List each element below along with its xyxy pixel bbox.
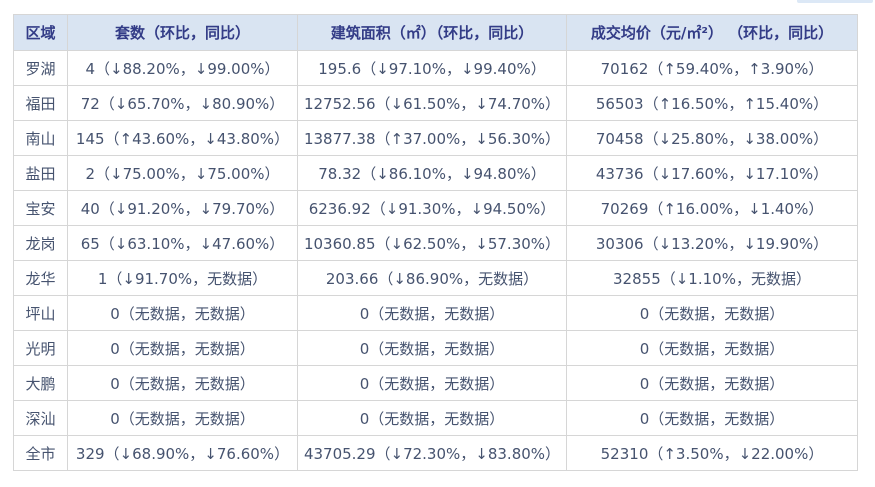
cell-area: 13877.38（↑37.00%，↓56.30%） (297, 120, 567, 156)
table-row: 大鹏 0（无数据，无数据） 0（无数据，无数据） 0（无数据，无数据） (13, 365, 858, 401)
cell-region: 罗湖 (13, 50, 68, 86)
housing-stats-table: 区域 套数（环比，同比） 建筑面积（㎡）（环比，同比） 成交均价（元/㎡²） （… (13, 14, 858, 471)
table-row: 光明 0（无数据，无数据） 0（无数据，无数据） 0（无数据，无数据） (13, 330, 858, 366)
cell-units: 2（↓75.00%，↓75.00%） (67, 155, 298, 191)
top-right-partial-element (797, 0, 873, 3)
cell-area: 43705.29（↓72.30%，↓83.80%） (297, 435, 567, 471)
cell-area: 0（无数据，无数据） (297, 295, 567, 331)
cell-price: 0（无数据，无数据） (566, 330, 858, 366)
cell-area: 203.66（↓86.90%，无数据） (297, 260, 567, 296)
cell-region: 坪山 (13, 295, 68, 331)
column-header-region: 区域 (13, 14, 68, 51)
cell-area: 195.6（↓97.10%，↓99.40%） (297, 50, 567, 86)
table-row: 龙华 1（↓91.70%，无数据） 203.66（↓86.90%，无数据） 32… (13, 260, 858, 296)
table-row: 罗湖 4（↓88.20%，↓99.00%） 195.6（↓97.10%，↓99.… (13, 50, 858, 86)
column-header-units: 套数（环比，同比） (67, 14, 298, 51)
cell-area: 12752.56（↓61.50%，↓74.70%） (297, 85, 567, 121)
cell-price: 32855（↓1.10%，无数据） (566, 260, 858, 296)
cell-area: 0（无数据，无数据） (297, 365, 567, 401)
table-row: 深汕 0（无数据，无数据） 0（无数据，无数据） 0（无数据，无数据） (13, 400, 858, 436)
cell-units: 0（无数据，无数据） (67, 365, 298, 401)
cell-units: 72（↓65.70%，↓80.90%） (67, 85, 298, 121)
cell-price: 70458（↓25.80%，↓38.00%） (566, 120, 858, 156)
table-row: 全市 329（↓68.90%，↓76.60%） 43705.29（↓72.30%… (13, 435, 858, 471)
cell-units: 65（↓63.10%，↓47.60%） (67, 225, 298, 261)
cell-region: 福田 (13, 85, 68, 121)
header-row: 区域 套数（环比，同比） 建筑面积（㎡）（环比，同比） 成交均价（元/㎡²） （… (13, 14, 858, 51)
cell-units: 1（↓91.70%，无数据） (67, 260, 298, 296)
cell-units: 145（↑43.60%，↓43.80%） (67, 120, 298, 156)
table-row: 南山 145（↑43.60%，↓43.80%） 13877.38（↑37.00%… (13, 120, 858, 156)
cell-region: 龙岗 (13, 225, 68, 261)
table-row: 福田 72（↓65.70%，↓80.90%） 12752.56（↓61.50%，… (13, 85, 858, 121)
cell-region: 盐田 (13, 155, 68, 191)
cell-region: 光明 (13, 330, 68, 366)
cell-region: 龙华 (13, 260, 68, 296)
cell-area: 0（无数据，无数据） (297, 400, 567, 436)
column-header-area: 建筑面积（㎡）（环比，同比） (297, 14, 567, 51)
cell-price: 43736（↓17.60%，↓17.10%） (566, 155, 858, 191)
cell-price: 70162（↑59.40%，↑3.90%） (566, 50, 858, 86)
table-body: 罗湖 4（↓88.20%，↓99.00%） 195.6（↓97.10%，↓99.… (13, 50, 858, 471)
table-row: 龙岗 65（↓63.10%，↓47.60%） 10360.85（↓62.50%，… (13, 225, 858, 261)
cell-price: 0（无数据，无数据） (566, 400, 858, 436)
cell-units: 40（↓91.20%，↓79.70%） (67, 190, 298, 226)
housing-stats-table-container: 区域 套数（环比，同比） 建筑面积（㎡）（环比，同比） 成交均价（元/㎡²） （… (13, 14, 858, 471)
cell-region: 全市 (13, 435, 68, 471)
cell-area: 10360.85（↓62.50%，↓57.30%） (297, 225, 567, 261)
cell-price: 0（无数据，无数据） (566, 365, 858, 401)
cell-price: 56503（↑16.50%，↑15.40%） (566, 85, 858, 121)
cell-units: 329（↓68.90%，↓76.60%） (67, 435, 298, 471)
cell-price: 52310（↑3.50%，↓22.00%） (566, 435, 858, 471)
cell-price: 0（无数据，无数据） (566, 295, 858, 331)
table-row: 盐田 2（↓75.00%，↓75.00%） 78.32（↓86.10%，↓94.… (13, 155, 858, 191)
cell-units: 0（无数据，无数据） (67, 330, 298, 366)
cell-units: 0（无数据，无数据） (67, 400, 298, 436)
cell-area: 78.32（↓86.10%，↓94.80%） (297, 155, 567, 191)
column-header-price: 成交均价（元/㎡²） （环比，同比） (566, 14, 858, 51)
cell-units: 4（↓88.20%，↓99.00%） (67, 50, 298, 86)
cell-region: 大鹏 (13, 365, 68, 401)
table-header: 区域 套数（环比，同比） 建筑面积（㎡）（环比，同比） 成交均价（元/㎡²） （… (13, 14, 858, 51)
cell-price: 70269（↑16.00%，↓1.40%） (566, 190, 858, 226)
cell-area: 6236.92（↓91.30%，↓94.50%） (297, 190, 567, 226)
cell-region: 南山 (13, 120, 68, 156)
cell-price: 30306（↓13.20%，↓19.90%） (566, 225, 858, 261)
table-row: 坪山 0（无数据，无数据） 0（无数据，无数据） 0（无数据，无数据） (13, 295, 858, 331)
table-row: 宝安 40（↓91.20%，↓79.70%） 6236.92（↓91.30%，↓… (13, 190, 858, 226)
cell-units: 0（无数据，无数据） (67, 295, 298, 331)
cell-region: 宝安 (13, 190, 68, 226)
cell-region: 深汕 (13, 400, 68, 436)
cell-area: 0（无数据，无数据） (297, 330, 567, 366)
